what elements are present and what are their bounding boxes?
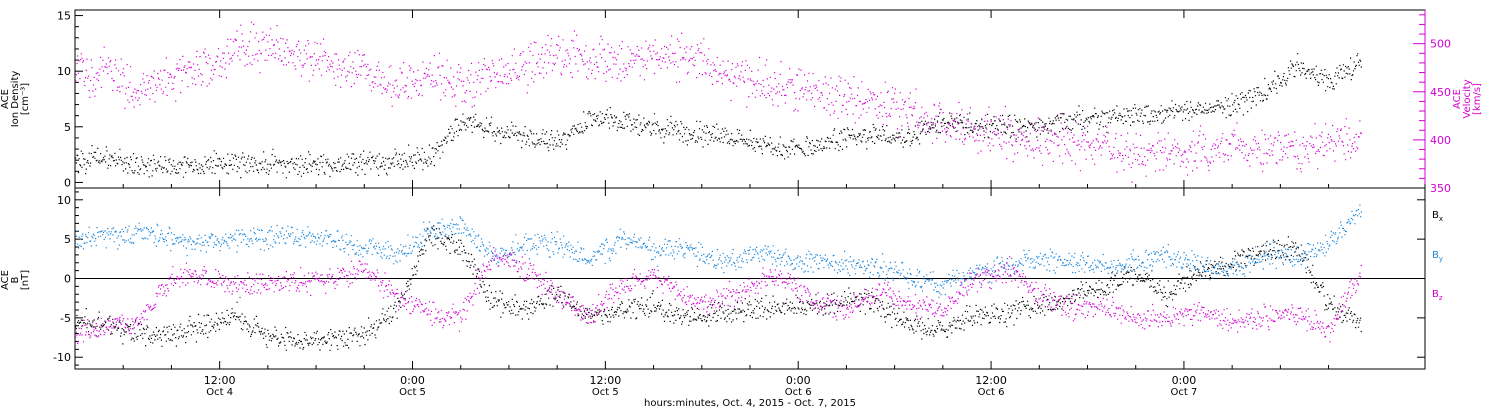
field-axis-title: B <box>10 276 21 283</box>
velocity-tick-label: 500 <box>1430 38 1451 51</box>
density-tick-label: 5 <box>64 121 71 134</box>
date-tick-label: Oct 6 <box>978 387 1005 398</box>
legend-entry-z: Bz <box>1432 289 1443 302</box>
field-tick-label: 5 <box>64 233 71 246</box>
magnetic-field-panel: -10 -5 0 5 10 ACE B [nT] Bx By Bz <box>0 187 1443 370</box>
date-tick-label: Oct 6 <box>785 387 812 398</box>
field-tick-label: 10 <box>57 194 71 207</box>
density-tick-label: 0 <box>64 176 71 189</box>
field-series-by <box>75 204 1362 298</box>
field-axis-title: ACE <box>0 270 11 290</box>
ion-density-series <box>75 53 1362 179</box>
date-tick-label: Oct 4 <box>206 387 233 398</box>
date-tick-label: Oct 5 <box>399 387 426 398</box>
velocity-tick-label: 350 <box>1430 182 1451 195</box>
top-panel-frame <box>74 9 1426 189</box>
density-tick-label: 10 <box>57 65 71 78</box>
field-tick-label: -5 <box>60 312 71 325</box>
field-axis-title: [nT] <box>20 270 31 290</box>
velocity-tick-label: 400 <box>1430 134 1451 147</box>
legend-entry-x: Bx <box>1432 210 1443 223</box>
density-tick-label: 15 <box>57 10 71 23</box>
time-tick-label: 0:00 <box>400 374 425 387</box>
velocity-axis-title: [km/s] <box>1472 83 1483 115</box>
velocity-axis-title: ACE <box>1452 89 1463 109</box>
density-axis-title: ACE <box>0 89 11 109</box>
date-tick-label: Oct 5 <box>592 387 619 398</box>
time-tick-label: 12:00 <box>204 374 236 387</box>
density-axis-title: [cm⁻³] <box>20 83 31 115</box>
field-tick-label: -10 <box>53 351 71 364</box>
velocity-tick-label: 450 <box>1430 86 1451 99</box>
field-series-bx <box>75 225 1362 351</box>
time-tick-label: 12:00 <box>975 374 1007 387</box>
velocity-axis-title: Velocity <box>1462 79 1473 118</box>
field-series-bz <box>75 247 1362 344</box>
x-axis-title: hours:minutes, Oct. 4, 2015 - Oct. 7, 20… <box>644 398 856 409</box>
date-tick-label: Oct 7 <box>1171 387 1198 398</box>
legend-entry-y: By <box>1432 250 1443 263</box>
time-tick-label: 0:00 <box>786 374 811 387</box>
time-tick-label: 0:00 <box>1172 374 1197 387</box>
field-tick-label: 0 <box>64 273 71 286</box>
density-axis-title: Ion Density <box>10 71 21 128</box>
time-tick-label: 12:00 <box>590 374 622 387</box>
velocity-series <box>75 21 1362 183</box>
